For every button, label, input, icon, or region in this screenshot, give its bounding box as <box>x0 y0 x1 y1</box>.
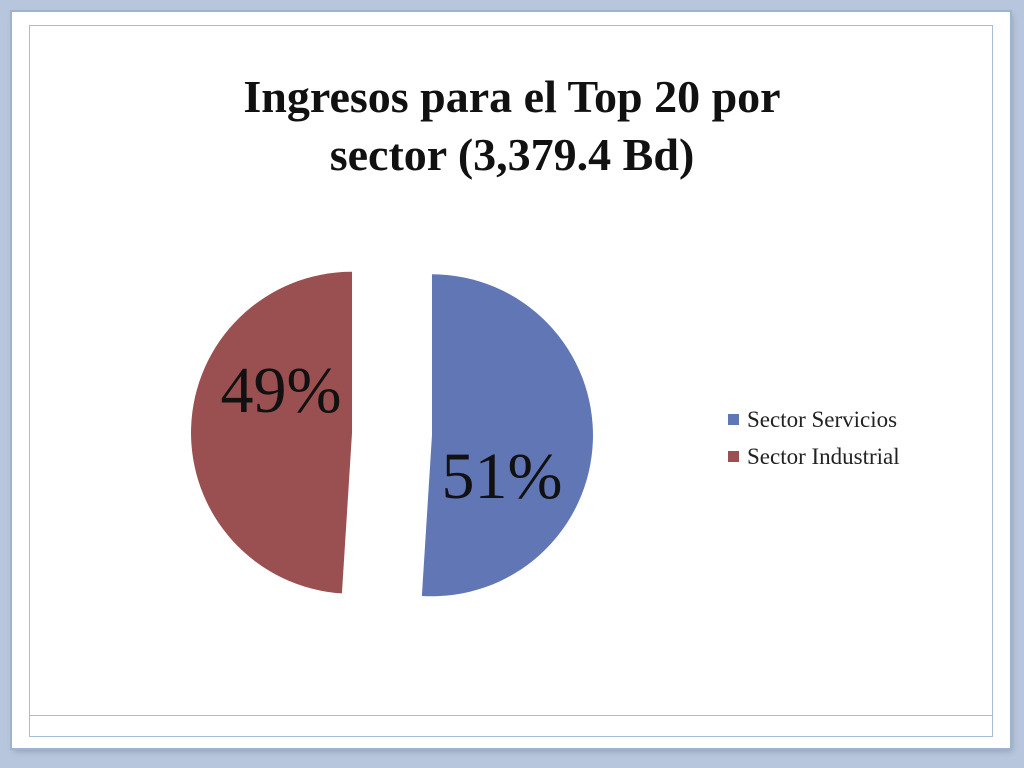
chart-title-line-2: sector (3,379.4 Bd) <box>329 129 695 180</box>
legend-label-industrial: Sector Industrial <box>747 444 900 469</box>
chart-title-line-1: Ingresos para el Top 20 por <box>243 71 781 122</box>
slide-frame <box>29 25 993 737</box>
legend-label-servicios: Sector Servicios <box>747 407 898 432</box>
pie-slice-industrial <box>191 271 353 594</box>
legend-item-industrial: Sector Industrial <box>728 438 900 475</box>
pie-label-servicios: 51% <box>442 440 563 513</box>
chart-title: Ingresos para el Top 20 por sector (3,37… <box>0 68 1024 184</box>
legend-swatch-servicios <box>728 414 739 425</box>
pie-slice-servicios <box>421 274 593 597</box>
pie-label-industrial: 49% <box>221 354 342 427</box>
footer-divider <box>29 715 993 716</box>
legend-item-servicios: Sector Servicios <box>728 401 900 438</box>
legend-swatch-industrial <box>728 451 739 462</box>
chart-legend: Sector Servicios Sector Industrial <box>728 401 900 475</box>
